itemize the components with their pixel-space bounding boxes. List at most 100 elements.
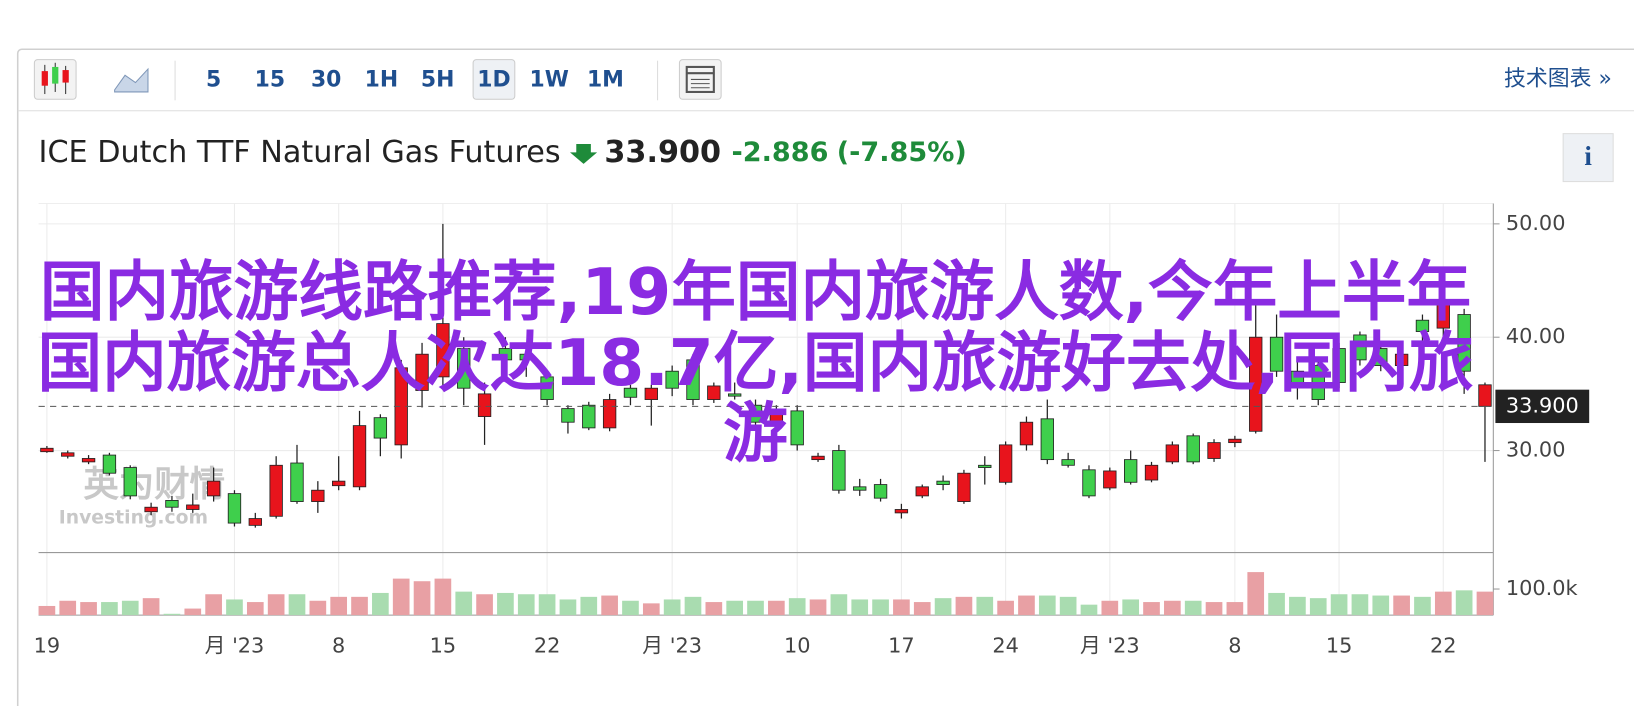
volume-bar: [1184, 600, 1202, 616]
candle-body: [1019, 421, 1034, 446]
candle-body: [1040, 418, 1054, 461]
volume-bar: [59, 600, 77, 616]
volume-bar: [80, 602, 97, 616]
candle-body: [1186, 435, 1200, 463]
candle-body: [998, 444, 1013, 483]
volume-bar: [1309, 598, 1327, 616]
candle-body: [144, 506, 158, 513]
volume-bar: [1080, 604, 1098, 616]
candle-body: [498, 348, 513, 361]
volume-bar: [788, 598, 806, 616]
interval-button[interactable]: 1M: [587, 67, 624, 92]
info-label[interactable]: i: [1584, 141, 1592, 171]
volume-bar: [872, 599, 889, 616]
candle-body: [832, 450, 846, 491]
y-tick-label: 30.00: [1506, 438, 1566, 462]
volume-bar: [747, 600, 764, 616]
candle-body: [978, 464, 992, 468]
volume-bar: [559, 599, 577, 616]
volume-bar: [184, 608, 202, 616]
info-button[interactable]: [1562, 133, 1614, 183]
candle-body: [40, 447, 54, 453]
candle-body: [811, 455, 825, 461]
volume-bar: [642, 603, 660, 616]
candle-body: [1124, 459, 1138, 483]
candle-body: [894, 509, 909, 514]
interval-button[interactable]: 15: [255, 67, 285, 92]
x-tick-label: 月 '23: [642, 633, 702, 657]
candle-body: [748, 404, 763, 423]
volume-bar: [705, 602, 723, 616]
overlay-text: 国内旅游线路推荐,19年国内旅游人数,今年上半年国内旅游总人次达18.7亿,国内…: [37, 256, 1474, 472]
layout-icon[interactable]: [678, 59, 722, 100]
candle-body: [311, 489, 325, 502]
candle-body: [269, 464, 283, 517]
candle-body: [1061, 459, 1075, 466]
candle-body: [644, 387, 658, 400]
candle-body: [853, 486, 867, 491]
overlay: 国内旅游线路推荐,19年国内旅游人数,今年上半年国内旅游总人次达18.7亿,国内…: [37, 256, 1474, 472]
area-icon[interactable]: [114, 67, 149, 93]
candle-body: [457, 348, 471, 389]
candle-icon[interactable]: [33, 59, 77, 100]
volume-bar: [934, 598, 952, 616]
volume-bar: [1226, 602, 1244, 616]
x-tick-label: 15: [430, 633, 457, 657]
volume-bar: [997, 600, 1014, 616]
candle-body: [1249, 336, 1263, 432]
volume-bar: [121, 600, 139, 616]
x-tick-label: 月 '23: [205, 633, 265, 657]
x-tick-label: 22: [1430, 633, 1457, 657]
candle-body: [477, 393, 492, 417]
candle-body: [1207, 442, 1221, 459]
volume-bar: [392, 578, 410, 616]
candle-body: [227, 493, 242, 524]
x-tick-label: 8: [332, 633, 345, 657]
candle-body: [686, 359, 700, 400]
volume-bar: [205, 594, 222, 616]
candle-body: [352, 425, 367, 488]
volume-bar: [1289, 596, 1306, 616]
volume-bar: [830, 594, 848, 616]
volume-bar: [1476, 591, 1494, 616]
volume-bar: [768, 600, 785, 616]
interval-button[interactable]: 1W: [530, 67, 569, 92]
last-price-label: 33.900: [1506, 393, 1579, 417]
interval-button[interactable]: 5: [206, 67, 221, 92]
volume-bar: [684, 596, 702, 616]
candle-body: [728, 393, 742, 397]
volume-bar: [1351, 594, 1369, 616]
interval-button[interactable]: 5H: [421, 67, 455, 92]
watermark-en: Investing.com: [59, 508, 208, 529]
volume-bar: [1372, 595, 1390, 616]
candle-body: [61, 452, 75, 457]
candle-body: [1103, 470, 1117, 489]
volume-bar: [1330, 594, 1348, 616]
volume-bar: [351, 596, 368, 616]
interval-button[interactable]: 30: [311, 67, 341, 92]
candle-body: [1269, 336, 1284, 372]
volume-bar: [1143, 602, 1160, 616]
x-tick-label: 10: [784, 633, 811, 657]
volume-bar: [913, 602, 931, 616]
candle-body: [915, 486, 929, 497]
volume-bar: [38, 605, 56, 616]
x-tick-label: 17: [888, 633, 915, 657]
y-tick-label: 40.00: [1506, 324, 1566, 348]
last-price-box: [1495, 389, 1590, 424]
volume-bar: [851, 599, 869, 616]
tech-chart-link[interactable]: 技术图表 »: [1504, 66, 1612, 91]
volume-bar: [497, 592, 514, 616]
volume-bar: [663, 599, 681, 616]
change-pct: (-7.85%): [837, 137, 967, 168]
candle-body: [206, 480, 221, 497]
interval-button[interactable]: 1H: [365, 67, 399, 92]
candle-body: [1290, 370, 1305, 383]
volume-bar: [476, 594, 493, 616]
volume-bar: [1205, 602, 1223, 616]
volume-bar: [893, 599, 910, 616]
candle-body: [936, 480, 950, 485]
interval-button[interactable]: 1D: [477, 67, 510, 92]
candle-body: [415, 353, 429, 391]
